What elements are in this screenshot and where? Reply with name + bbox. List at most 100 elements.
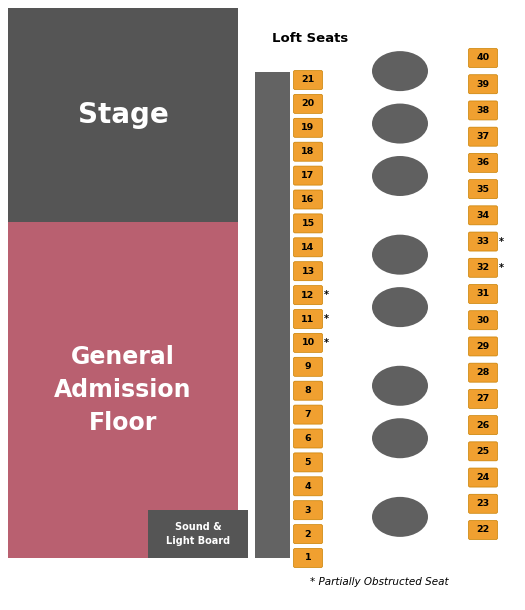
FancyBboxPatch shape: [293, 405, 322, 424]
Text: 29: 29: [476, 342, 490, 351]
FancyBboxPatch shape: [468, 127, 498, 146]
Ellipse shape: [372, 418, 428, 458]
Text: Stage: Stage: [78, 101, 169, 129]
Text: 35: 35: [477, 185, 489, 193]
FancyBboxPatch shape: [293, 309, 322, 329]
FancyBboxPatch shape: [468, 74, 498, 94]
Text: Loft Seats: Loft Seats: [272, 32, 348, 45]
FancyBboxPatch shape: [293, 501, 322, 520]
Text: 17: 17: [301, 171, 314, 180]
Text: 18: 18: [301, 147, 314, 156]
Text: 16: 16: [301, 195, 314, 204]
Text: 22: 22: [476, 525, 490, 534]
Text: 12: 12: [301, 290, 314, 300]
Ellipse shape: [372, 287, 428, 327]
FancyBboxPatch shape: [468, 520, 498, 539]
Text: 14: 14: [301, 243, 314, 252]
FancyBboxPatch shape: [293, 214, 322, 233]
FancyBboxPatch shape: [468, 179, 498, 199]
Text: 27: 27: [476, 395, 490, 403]
Text: 1: 1: [304, 553, 311, 562]
Text: 3: 3: [304, 506, 311, 515]
Text: *: *: [324, 314, 329, 324]
Text: 7: 7: [304, 410, 311, 419]
FancyBboxPatch shape: [293, 71, 322, 90]
Text: 10: 10: [301, 339, 314, 348]
Text: *: *: [324, 338, 329, 348]
Text: 5: 5: [304, 458, 311, 467]
FancyBboxPatch shape: [468, 284, 498, 304]
FancyBboxPatch shape: [8, 222, 238, 558]
FancyBboxPatch shape: [293, 381, 322, 400]
FancyBboxPatch shape: [293, 548, 322, 567]
Text: 39: 39: [477, 80, 489, 88]
FancyBboxPatch shape: [468, 337, 498, 356]
Text: 2: 2: [304, 529, 311, 539]
Text: 30: 30: [477, 316, 489, 325]
FancyBboxPatch shape: [293, 142, 322, 161]
FancyBboxPatch shape: [293, 357, 322, 376]
Text: 38: 38: [476, 106, 490, 115]
Ellipse shape: [372, 235, 428, 274]
Text: *: *: [324, 290, 329, 300]
Text: 11: 11: [301, 315, 314, 323]
Text: 9: 9: [304, 362, 311, 371]
FancyBboxPatch shape: [468, 232, 498, 251]
FancyBboxPatch shape: [293, 477, 322, 496]
Text: 21: 21: [301, 76, 314, 85]
FancyBboxPatch shape: [293, 453, 322, 472]
FancyBboxPatch shape: [468, 389, 498, 408]
Text: 25: 25: [477, 447, 489, 456]
FancyBboxPatch shape: [468, 310, 498, 330]
Text: 23: 23: [477, 499, 489, 508]
FancyBboxPatch shape: [468, 206, 498, 225]
FancyBboxPatch shape: [468, 442, 498, 461]
FancyBboxPatch shape: [293, 238, 322, 257]
Text: 6: 6: [304, 434, 311, 443]
Ellipse shape: [372, 366, 428, 406]
Text: 15: 15: [301, 219, 314, 228]
Text: 32: 32: [477, 264, 489, 272]
Text: 28: 28: [476, 368, 490, 377]
Text: *: *: [499, 237, 504, 246]
Text: 19: 19: [301, 123, 314, 132]
Text: 26: 26: [476, 421, 490, 429]
FancyBboxPatch shape: [148, 510, 248, 558]
FancyBboxPatch shape: [468, 49, 498, 68]
FancyBboxPatch shape: [468, 494, 498, 513]
Text: 37: 37: [477, 132, 489, 141]
FancyBboxPatch shape: [468, 468, 498, 487]
Text: 36: 36: [477, 159, 489, 167]
Ellipse shape: [372, 51, 428, 91]
FancyBboxPatch shape: [468, 258, 498, 278]
Text: Sound &
Light Board: Sound & Light Board: [166, 522, 230, 545]
FancyBboxPatch shape: [293, 190, 322, 209]
Text: 31: 31: [477, 290, 489, 298]
Text: 33: 33: [477, 237, 489, 246]
FancyBboxPatch shape: [468, 101, 498, 120]
FancyBboxPatch shape: [293, 118, 322, 137]
FancyBboxPatch shape: [468, 153, 498, 173]
FancyBboxPatch shape: [293, 95, 322, 113]
FancyBboxPatch shape: [293, 285, 322, 304]
Ellipse shape: [372, 497, 428, 537]
FancyBboxPatch shape: [293, 525, 322, 544]
FancyBboxPatch shape: [255, 72, 290, 558]
Text: 13: 13: [301, 267, 314, 276]
Text: 4: 4: [304, 482, 311, 491]
FancyBboxPatch shape: [468, 363, 498, 382]
FancyBboxPatch shape: [293, 334, 322, 353]
Text: General
Admission
Floor: General Admission Floor: [54, 345, 192, 436]
FancyBboxPatch shape: [293, 166, 322, 185]
Ellipse shape: [372, 156, 428, 196]
Text: 34: 34: [477, 211, 489, 220]
FancyBboxPatch shape: [8, 8, 238, 222]
Text: 8: 8: [304, 386, 311, 395]
FancyBboxPatch shape: [468, 415, 498, 434]
Text: * Partially Obstructed Seat: * Partially Obstructed Seat: [310, 577, 449, 587]
Ellipse shape: [372, 104, 428, 143]
FancyBboxPatch shape: [293, 429, 322, 448]
Text: *: *: [499, 263, 504, 273]
Text: 20: 20: [301, 99, 314, 109]
FancyBboxPatch shape: [293, 262, 322, 281]
